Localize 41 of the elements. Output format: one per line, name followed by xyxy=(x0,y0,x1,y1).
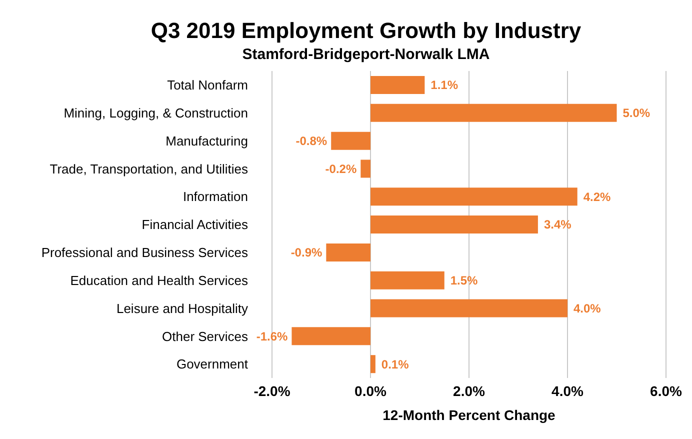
x-tick-label: -2.0% xyxy=(254,382,291,399)
y-tick-label: Other Services xyxy=(162,328,248,344)
bar xyxy=(370,355,376,374)
x-tick-label: 0.0% xyxy=(354,382,387,399)
x-tick-label: 4.0% xyxy=(552,382,584,399)
y-tick-label: Mining, Logging, & Construction xyxy=(64,105,248,120)
bar xyxy=(370,271,444,290)
y-tick-label: Total Nonfarm xyxy=(167,78,248,93)
bar xyxy=(331,132,370,150)
x-axis-title: 12-Month Percent Change xyxy=(382,407,556,423)
chart-subtitle: Stamford-Bridgeport-Norwalk LMA xyxy=(241,46,491,63)
y-tick-label: Manufacturing xyxy=(166,133,248,148)
data-label: 3.4% xyxy=(544,218,572,232)
bar xyxy=(360,160,370,178)
data-label: 5.0% xyxy=(622,106,650,120)
y-tick-label: Government xyxy=(176,356,248,372)
bar xyxy=(292,327,370,346)
data-label: 4.0% xyxy=(574,301,602,316)
data-label: -0.9% xyxy=(290,246,322,260)
data-label: -0.2% xyxy=(325,162,357,176)
bar xyxy=(370,188,578,206)
bar xyxy=(370,216,538,234)
y-tick-label: Information xyxy=(182,189,248,204)
y-tick-label: Trade, Transportation, and Utilities xyxy=(50,161,248,176)
bar xyxy=(370,299,568,318)
y-tick-label: Leisure and Hospitality xyxy=(116,300,248,316)
x-tick-label: 6.0% xyxy=(650,382,682,399)
chart-title: Q3 2019 Employment Growth by Industry xyxy=(150,17,582,44)
data-label: 4.2% xyxy=(583,190,612,204)
x-tick-label: 2.0% xyxy=(453,382,486,399)
bar xyxy=(370,76,425,94)
bar xyxy=(370,104,617,122)
y-tick-label: Professional and Business Services xyxy=(41,245,248,260)
data-label: 1.1% xyxy=(430,78,458,92)
data-label: -0.8% xyxy=(296,134,328,148)
data-label: 1.5% xyxy=(450,274,478,288)
y-tick-label: Financial Activities xyxy=(142,217,248,232)
bar xyxy=(326,243,370,262)
data-label: 0.1% xyxy=(381,357,410,372)
data-label: -1.6% xyxy=(256,329,288,344)
y-tick-label: Education and Health Services xyxy=(70,272,248,288)
